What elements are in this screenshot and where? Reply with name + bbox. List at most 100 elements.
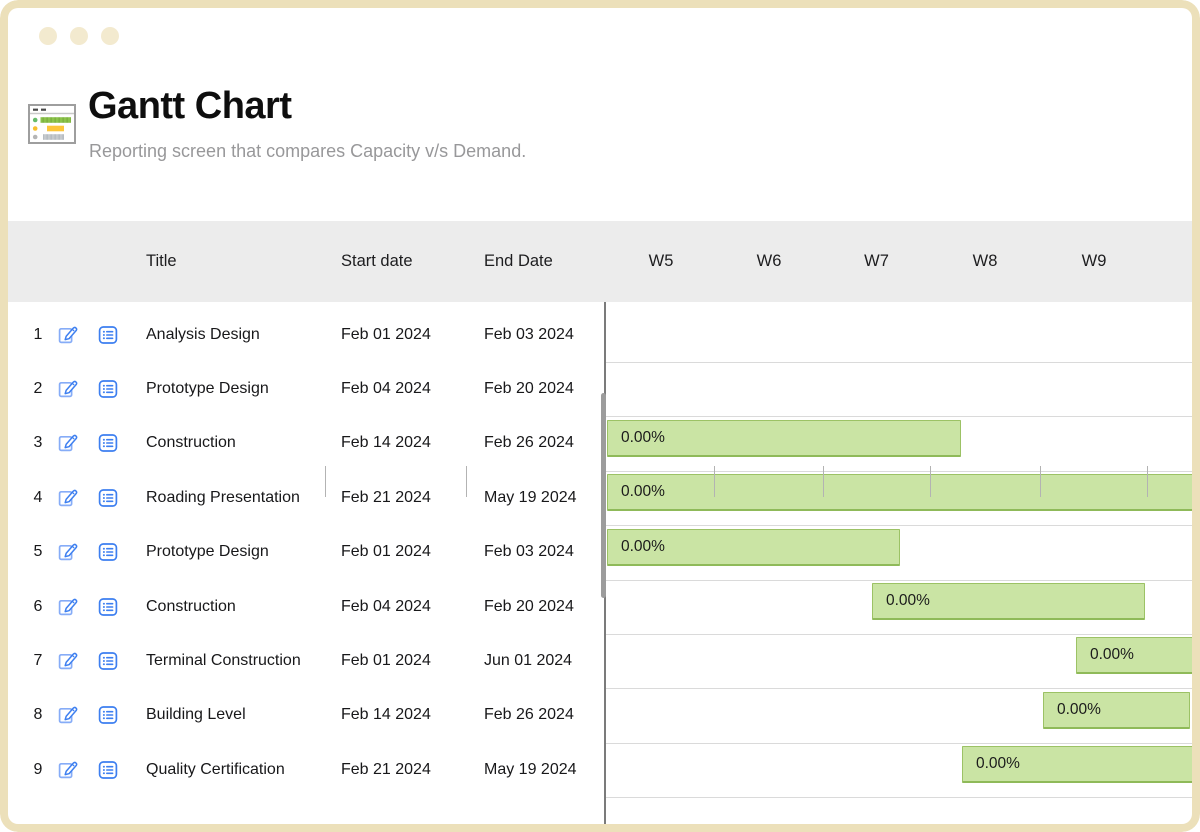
task-start-date: Feb 04 2024 <box>341 380 431 398</box>
gantt-bar-progress-label: 0.00% <box>621 538 665 556</box>
task-list-icon[interactable] <box>96 377 120 401</box>
row-number: 9 <box>30 761 46 779</box>
edit-icon[interactable] <box>55 595 79 619</box>
gantt-row-line <box>606 362 1200 363</box>
table-row: 4 Roading Presentation Feb 21 2024 May 1… <box>0 471 606 525</box>
table-row: 6 Construction Feb 04 2024 Feb 20 2024 <box>0 580 606 634</box>
column-header-title: Title <box>146 221 177 302</box>
task-list-icon[interactable] <box>96 486 120 510</box>
task-end-date: Jun 01 2024 <box>484 652 572 670</box>
task-title: Analysis Design <box>146 326 260 344</box>
task-title: Quality Certification <box>146 761 285 779</box>
task-title: Building Level <box>146 706 246 724</box>
row-number: 5 <box>30 543 46 561</box>
table-row: 5 Prototype Design Feb 01 2024 Feb 03 20… <box>0 525 606 579</box>
task-start-date: Feb 14 2024 <box>341 434 431 452</box>
page-title: Gantt Chart <box>88 84 292 128</box>
task-list-icon[interactable] <box>96 703 120 727</box>
window-control-close[interactable] <box>39 27 57 45</box>
gantt-bar[interactable]: 0.00% <box>962 746 1200 783</box>
column-separator <box>325 466 326 497</box>
gantt-row-line <box>606 743 1200 744</box>
task-title: Prototype Design <box>146 380 269 398</box>
vertical-scrollbar-thumb[interactable] <box>601 393 606 598</box>
column-separator <box>466 466 467 497</box>
task-title: Terminal Construction <box>146 652 301 670</box>
row-number: 8 <box>30 706 46 724</box>
edit-icon[interactable] <box>55 703 79 727</box>
task-title: Prototype Design <box>146 543 269 561</box>
edit-icon[interactable] <box>55 377 79 401</box>
task-end-date: Feb 20 2024 <box>484 380 574 398</box>
task-end-date: Feb 26 2024 <box>484 706 574 724</box>
row-number: 4 <box>30 489 46 507</box>
gantt-bar[interactable]: 0.00% <box>1076 637 1200 674</box>
edit-icon[interactable] <box>55 323 79 347</box>
task-list-icon[interactable] <box>96 540 120 564</box>
table-row: 1 Analysis Design Feb 01 2024 Feb 03 202… <box>0 308 606 362</box>
edit-icon[interactable] <box>55 649 79 673</box>
gantt-bar[interactable]: 0.00% <box>872 583 1145 620</box>
gantt-bar-progress-label: 0.00% <box>976 755 1020 773</box>
task-list-icon[interactable] <box>96 431 120 455</box>
app-window: Title Start date End Date W5 W6 W7 W8 W9… <box>0 0 1200 832</box>
gantt-bar[interactable]: 0.00% <box>607 529 900 566</box>
column-separator <box>823 466 824 497</box>
edit-icon[interactable] <box>55 431 79 455</box>
task-list-icon[interactable] <box>96 595 120 619</box>
task-end-date: May 19 2024 <box>484 761 577 779</box>
page-subtitle: Reporting screen that compares Capacity … <box>89 141 526 162</box>
column-separator <box>930 466 931 497</box>
screenshot-root: Title Start date End Date W5 W6 W7 W8 W9… <box>0 0 1200 832</box>
task-end-date: Feb 26 2024 <box>484 434 574 452</box>
edit-icon[interactable] <box>55 486 79 510</box>
window-control-maximize[interactable] <box>101 27 119 45</box>
table-row: 2 Prototype Design Feb 04 2024 Feb 20 20… <box>0 362 606 416</box>
table-row: 7 Terminal Construction Feb 01 2024 Jun … <box>0 634 606 688</box>
row-number: 7 <box>30 652 46 670</box>
column-header-end-date: End Date <box>484 221 553 302</box>
table-row: 9 Quality Certification Feb 21 2024 May … <box>0 743 606 797</box>
gantt-bar-progress-label: 0.00% <box>621 483 665 501</box>
column-header-w7: W7 <box>823 221 930 302</box>
task-start-date: Feb 21 2024 <box>341 761 431 779</box>
gantt-row-line <box>606 634 1200 635</box>
gantt-bar-progress-label: 0.00% <box>886 592 930 610</box>
gantt-bar-progress-label: 0.00% <box>621 429 665 447</box>
gantt-app-icon <box>28 104 76 144</box>
window-controls <box>39 27 119 45</box>
gantt-bar-progress-label: 0.00% <box>1090 646 1134 664</box>
column-header-w8: W8 <box>930 221 1040 302</box>
task-end-date: Feb 03 2024 <box>484 543 574 561</box>
row-number: 1 <box>30 326 46 344</box>
task-list-icon[interactable] <box>96 323 120 347</box>
task-title: Construction <box>146 434 236 452</box>
gantt-bar-progress-label: 0.00% <box>1057 701 1101 719</box>
task-list-icon[interactable] <box>96 758 120 782</box>
column-separator <box>1040 466 1041 497</box>
gantt-bar[interactable]: 0.00% <box>607 474 1200 511</box>
gantt-row-line <box>606 580 1200 581</box>
row-number: 2 <box>30 380 46 398</box>
task-title: Roading Presentation <box>146 489 300 507</box>
column-header-w6: W6 <box>715 221 823 302</box>
column-header-w9: W9 <box>1040 221 1148 302</box>
task-end-date: May 19 2024 <box>484 489 577 507</box>
edit-icon[interactable] <box>55 540 79 564</box>
gantt-bar[interactable]: 0.00% <box>607 420 961 457</box>
task-list-icon[interactable] <box>96 649 120 673</box>
table-row: 3 Construction Feb 14 2024 Feb 26 2024 <box>0 416 606 470</box>
window-control-minimize[interactable] <box>70 27 88 45</box>
column-header-w5: W5 <box>607 221 715 302</box>
task-start-date: Feb 01 2024 <box>341 652 431 670</box>
table-header: Title Start date End Date W5 W6 W7 W8 W9 <box>0 221 1200 302</box>
gantt-bar[interactable]: 0.00% <box>1043 692 1190 729</box>
gantt-chart-area: 0.00% 0.00% 0.00% 0.00% 0.00% 0.00% 0.00% <box>606 302 1200 826</box>
task-start-date: Feb 21 2024 <box>341 489 431 507</box>
task-start-date: Feb 01 2024 <box>341 543 431 561</box>
gantt-row-line <box>606 416 1200 417</box>
task-end-date: Feb 20 2024 <box>484 598 574 616</box>
gantt-row-line <box>606 525 1200 526</box>
task-start-date: Feb 14 2024 <box>341 706 431 724</box>
edit-icon[interactable] <box>55 758 79 782</box>
